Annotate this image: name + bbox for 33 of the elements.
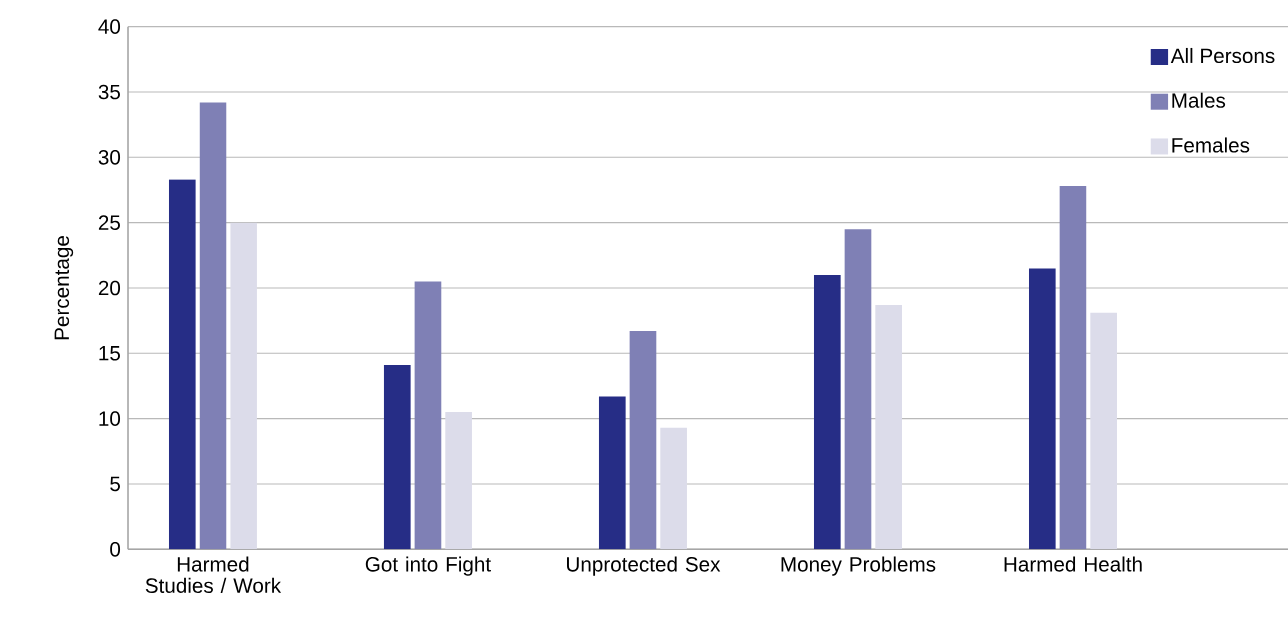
y-tick-label: 0 — [110, 542, 121, 557]
y-tick-label: 20 — [98, 280, 121, 296]
x-tick-label: Money Problems — [781, 556, 936, 576]
y-tick-label: 35 — [98, 84, 120, 100]
y-axis-title: Percentage — [54, 236, 74, 340]
bar — [230, 222, 257, 550]
bar — [844, 229, 872, 550]
y-tick-label: 25 — [98, 215, 120, 230]
bar — [1059, 186, 1087, 550]
legend-label: Females — [1172, 137, 1250, 153]
bar — [414, 281, 442, 550]
y-tick-label: 5 — [110, 476, 120, 492]
x-tick-label: Harmed Health — [1004, 556, 1142, 572]
bar — [1028, 268, 1056, 550]
y-tick-label: 30 — [98, 150, 121, 165]
bar — [168, 179, 196, 550]
x-tick-label: Unprotected Sex — [567, 556, 721, 576]
bar — [629, 331, 657, 550]
bar — [598, 396, 626, 550]
bar — [199, 102, 227, 550]
legend-label: All Persons — [1170, 47, 1275, 64]
bar — [875, 304, 902, 550]
bar — [383, 365, 411, 550]
y-tick-label: 10 — [99, 411, 121, 426]
bar — [1090, 312, 1117, 550]
bar — [445, 412, 472, 550]
y-tick-label: 15 — [99, 346, 120, 361]
y-tick-label: 40 — [98, 19, 121, 34]
legend-label: Males — [1172, 92, 1226, 108]
bar — [813, 274, 841, 550]
x-tick-label: Harmed Studies / Work — [145, 556, 282, 593]
x-tick-label: Got into Fight — [365, 556, 491, 576]
bar — [660, 427, 687, 550]
